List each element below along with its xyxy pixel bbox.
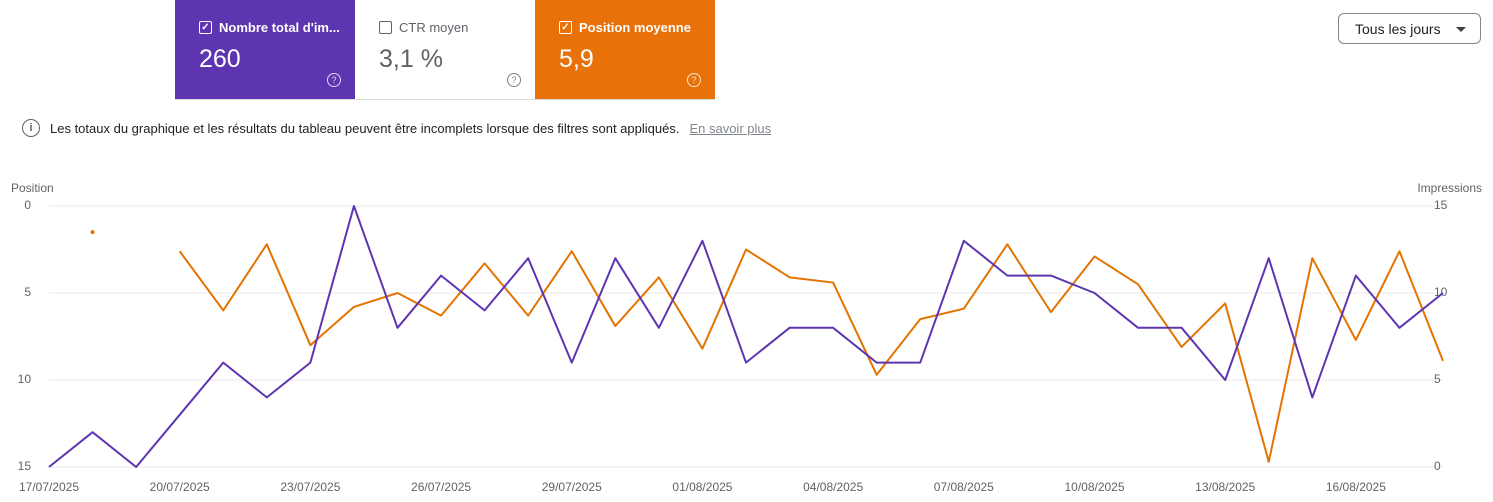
card-value: 3,1 % [379,45,443,73]
x-tick-label: 20/07/2025 [150,480,210,494]
y-tick-label: 0 [24,198,31,212]
card-value: 260 [199,45,241,73]
card-label-text: CTR moyen [399,20,469,35]
point [90,230,95,235]
help-icon: ? [327,73,341,87]
x-tick-label: 13/08/2025 [1195,480,1255,494]
x-tick-label: 26/07/2025 [411,480,471,494]
card-label: CTR moyen [379,20,535,35]
help-icon: ? [687,73,701,87]
notice-text: Les totaux du graphique et les résultats… [50,120,680,136]
metric-card[interactable]: CTR moyen 3,1 %? [355,0,535,100]
x-tick-label: 17/07/2025 [19,480,79,494]
x-tick-label: 29/07/2025 [542,480,602,494]
card-value: 5,9 [559,45,594,73]
series-line [178,243,1444,463]
date-dropdown[interactable]: Tous les jours [1338,13,1481,44]
x-tick-label: 04/08/2025 [803,480,863,494]
y2-axis-title: Impressions [1417,181,1482,195]
info-icon: i [22,119,40,137]
y2-tick-label: 10 [1434,285,1448,299]
help-icon: ? [507,73,521,87]
y2-tick-label: 0 [1434,459,1441,473]
checkbox: ✓ [559,21,572,34]
x-tick-label: 01/08/2025 [672,480,732,494]
y-tick-label: 15 [18,459,32,473]
learn-more-link[interactable]: En savoir plus [689,120,772,136]
x-tick-label: 07/08/2025 [934,480,994,494]
x-tick-label: 23/07/2025 [280,480,340,494]
checkbox: ✓ [199,21,212,34]
y-axis-title: Position [11,181,54,195]
card-label-text: Nombre total d'im... [219,20,340,35]
series-line [48,205,1444,468]
y2-tick-label: 5 [1434,372,1441,386]
y-tick-label: 10 [18,372,32,386]
y2-tick-label: 15 [1434,198,1448,212]
card-label-text: Position moyenne [579,20,691,35]
metric-card[interactable]: ✓ Position moyenne 5,9? [535,0,715,100]
metric-card[interactable]: ✓ Nombre total d'im... 260? [175,0,355,100]
checkbox [379,21,392,34]
x-tick-label: 10/08/2025 [1064,480,1124,494]
card-label: ✓ Position moyenne [559,20,715,35]
card-label: ✓ Nombre total d'im... [199,20,355,35]
y-tick-label: 5 [24,285,31,299]
x-tick-label: 16/08/2025 [1326,480,1386,494]
notice: i Les totaux du graphique et les résultat… [22,119,771,137]
